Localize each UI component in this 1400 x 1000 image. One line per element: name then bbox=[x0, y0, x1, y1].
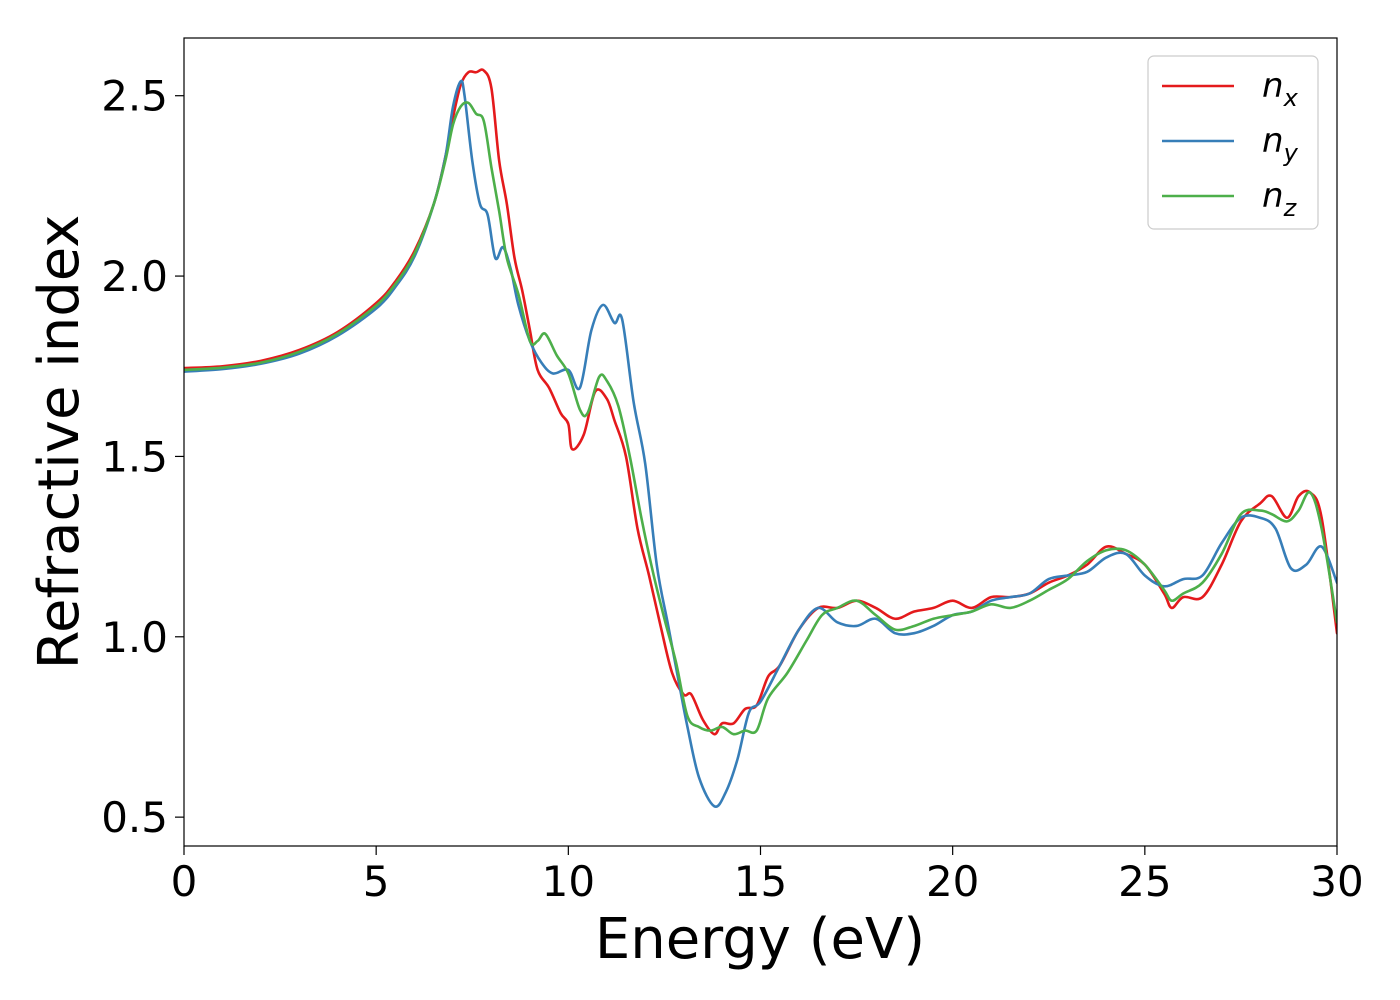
series-layer bbox=[184, 68, 1337, 808]
y-axis-ticks: 0.5 1.0 1.5 2.0 2.5 bbox=[101, 72, 184, 842]
series-line-nz bbox=[184, 101, 1337, 736]
y-axis-label: Refractive index bbox=[27, 215, 92, 670]
x-axis-label: Energy (eV) bbox=[595, 907, 925, 972]
x-tick-label: 5 bbox=[363, 857, 390, 906]
legend-label-nx: nx bbox=[1262, 66, 1299, 112]
x-tick-label: 30 bbox=[1310, 857, 1363, 906]
x-axis-ticks: 0 5 10 15 20 25 30 bbox=[171, 846, 1364, 906]
legend-box bbox=[1147, 55, 1319, 230]
x-tick-label: 15 bbox=[734, 857, 787, 906]
y-tick-label: 1.0 bbox=[101, 613, 168, 662]
x-tick-label: 25 bbox=[1118, 857, 1171, 906]
y-tick-label: 2.5 bbox=[101, 72, 168, 121]
series-line-ny bbox=[184, 79, 1337, 808]
legend-label-ny: ny bbox=[1262, 121, 1299, 167]
x-tick-label: 20 bbox=[926, 857, 979, 906]
y-tick-label: 2.0 bbox=[101, 252, 168, 301]
x-tick-label: 0 bbox=[171, 857, 198, 906]
x-tick-label: 10 bbox=[542, 857, 595, 906]
y-tick-label: 1.5 bbox=[101, 432, 168, 481]
y-tick-label: 0.5 bbox=[101, 793, 168, 842]
